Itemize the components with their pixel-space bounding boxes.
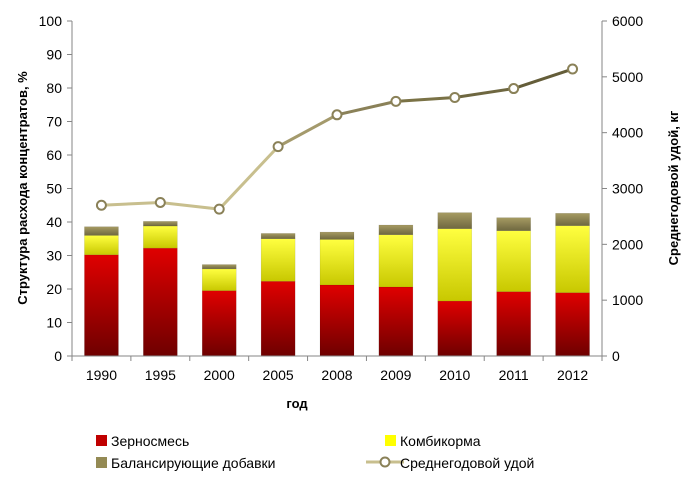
legend-label-balancing-additives: Балансирующие добавки xyxy=(111,455,275,471)
yield-line-segment xyxy=(335,99,398,117)
legend-label-average-yield: Среднегодовой удой xyxy=(400,455,534,471)
bar-compound-feed-2012 xyxy=(555,225,590,293)
y-tick-label: 20 xyxy=(46,281,62,297)
legend-swatch-balancing-additives xyxy=(96,457,107,468)
bar-compound-feed-2008 xyxy=(319,239,355,286)
yield-line-segment xyxy=(276,113,339,149)
bar-balancing-additives-2012 xyxy=(555,213,590,226)
bar-compound-feed-1995 xyxy=(143,225,178,249)
yield-line-segment xyxy=(99,200,162,207)
yield-line-segment xyxy=(217,145,280,211)
y-tick-label: 70 xyxy=(46,114,62,130)
bar-balancing-additives-2011 xyxy=(496,217,531,231)
x-tick-label: 2010 xyxy=(439,367,470,383)
legend-label-compound-feed: Комбикорма xyxy=(400,433,481,449)
x-tick-label: 2012 xyxy=(557,367,588,383)
x-tick-label: 2005 xyxy=(263,367,294,383)
y2-axis-title: Среднегодовой удой, кг xyxy=(666,110,681,265)
line-layer xyxy=(95,63,579,215)
bar-balancing-additives-2008 xyxy=(319,231,355,240)
legend-swatch-compound-feed xyxy=(385,435,396,446)
legend-swatch-grain-mix xyxy=(96,435,107,446)
y-axis-title: Структура расхода концентратов, % xyxy=(15,71,30,305)
bar-compound-feed-2000 xyxy=(201,268,237,291)
bar-compound-feed-2010 xyxy=(437,228,473,302)
legend-item-average-yield: Среднегодовой удой xyxy=(366,455,534,471)
bar-compound-feed-2011 xyxy=(496,230,531,292)
bar-balancing-additives-2010 xyxy=(437,212,473,229)
legend-item-compound-feed: Комбикорма xyxy=(385,433,481,449)
bar-grain-mix-1990 xyxy=(84,254,119,357)
bars-layer xyxy=(84,212,590,357)
bar-balancing-additives-1990 xyxy=(84,226,119,236)
bar-grain-mix-2011 xyxy=(496,291,531,357)
bar-grain-mix-2010 xyxy=(437,300,473,357)
y2-tick-label: 1000 xyxy=(612,292,643,308)
legend-marker-average-yield xyxy=(379,456,391,468)
y2-tick-label: 5000 xyxy=(612,69,643,85)
yield-point-2010 xyxy=(449,91,461,103)
bar-compound-feed-1990 xyxy=(84,235,119,256)
axes-layer: 0102030405060708090100010002000300040005… xyxy=(39,13,644,383)
yield-point-2008 xyxy=(331,109,343,121)
legend-item-grain-mix: Зерносмесь xyxy=(96,433,189,449)
yield-point-2011 xyxy=(508,83,520,95)
x-axis-title: год xyxy=(286,396,308,411)
bar-balancing-additives-2009 xyxy=(378,224,414,235)
bar-grain-mix-2008 xyxy=(319,284,355,357)
bar-grain-mix-2009 xyxy=(378,286,414,357)
bar-grain-mix-2005 xyxy=(260,281,296,357)
bar-grain-mix-2000 xyxy=(201,290,237,357)
y-tick-label: 100 xyxy=(39,13,63,29)
bar-balancing-additives-2000 xyxy=(201,264,237,270)
y-tick-label: 80 xyxy=(46,80,62,96)
y-tick-label: 0 xyxy=(54,348,62,364)
yield-point-2009 xyxy=(390,95,402,107)
x-tick-label: 2011 xyxy=(499,367,529,383)
y-tick-label: 10 xyxy=(46,315,62,331)
legend: Зерносмесь Комбикорма Балансирующие доба… xyxy=(96,433,534,471)
x-tick-label: 1990 xyxy=(86,367,117,383)
y-tick-label: 30 xyxy=(46,248,62,264)
yield-point-2000 xyxy=(213,203,225,215)
legend-label-grain-mix: Зерносмесь xyxy=(111,433,189,449)
legend-item-balancing-additives: Балансирующие добавки xyxy=(96,455,275,471)
yield-line-segment xyxy=(512,67,575,91)
y2-tick-label: 0 xyxy=(612,348,620,364)
x-tick-label: 2000 xyxy=(204,367,235,383)
yield-point-2005 xyxy=(272,141,284,153)
y-tick-label: 40 xyxy=(46,214,62,230)
x-tick-label: 2009 xyxy=(380,367,411,383)
y2-tick-label: 3000 xyxy=(612,181,643,197)
bar-grain-mix-1995 xyxy=(143,247,178,357)
y2-tick-label: 6000 xyxy=(612,13,643,29)
bar-balancing-additives-1995 xyxy=(143,221,178,227)
bar-compound-feed-2009 xyxy=(378,234,414,288)
bar-compound-feed-2005 xyxy=(260,238,296,282)
y-tick-label: 90 xyxy=(46,47,62,63)
bar-grain-mix-2012 xyxy=(555,292,590,357)
yield-line-segment xyxy=(394,95,457,103)
yield-point-2012 xyxy=(567,63,579,75)
x-tick-label: 1995 xyxy=(145,367,176,383)
y2-tick-label: 4000 xyxy=(612,125,643,141)
yield-point-1990 xyxy=(95,199,107,211)
y-tick-label: 60 xyxy=(46,147,62,163)
y2-tick-label: 2000 xyxy=(612,236,643,252)
yield-line-segment xyxy=(453,87,516,99)
x-tick-label: 2008 xyxy=(321,367,352,383)
yield-line-segment xyxy=(158,200,221,211)
yield-point-1995 xyxy=(154,196,166,208)
bar-balancing-additives-2005 xyxy=(260,233,296,239)
y-tick-label: 50 xyxy=(46,181,62,197)
